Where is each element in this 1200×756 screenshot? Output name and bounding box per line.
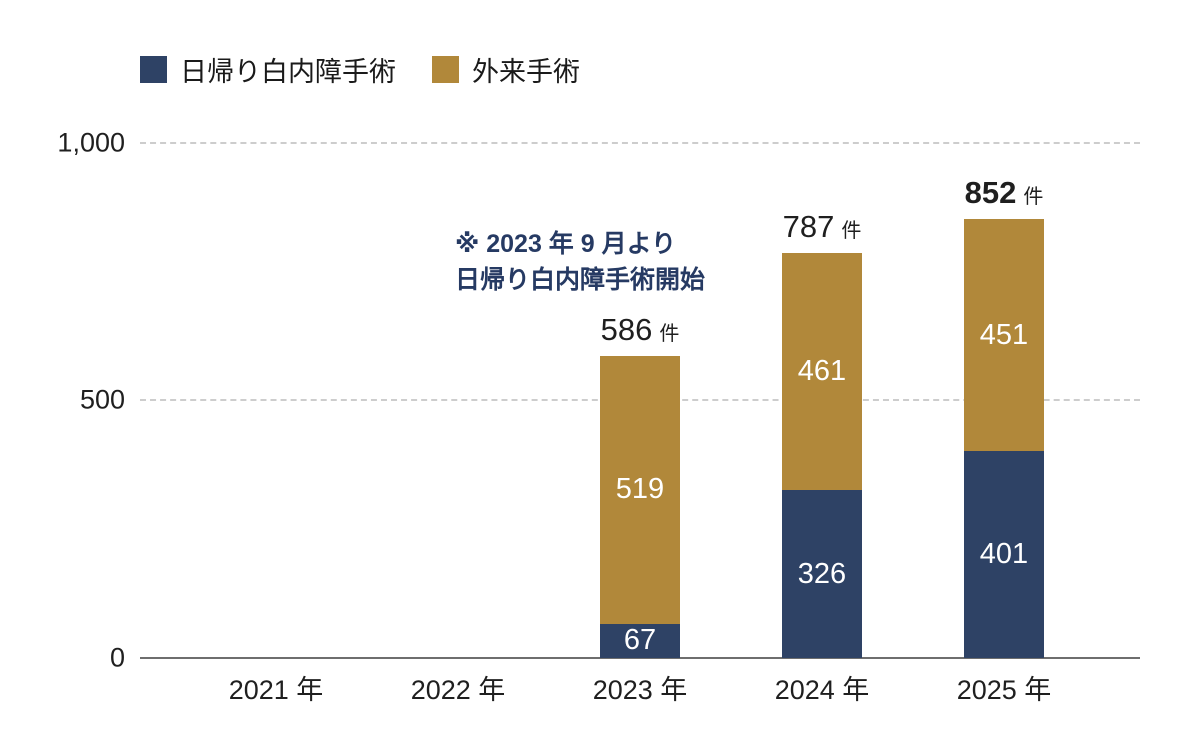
annotation-day-surgery-start: ※ 2023 年 9 月より 日帰り白内障手術開始 <box>455 226 705 298</box>
legend-swatch-gold <box>432 56 459 83</box>
bar-segment-navy: 67 <box>600 623 680 658</box>
total-value: 586 <box>600 312 653 348</box>
bar-value-label: 67 <box>623 624 657 657</box>
x-tick-2021: 2021 年 <box>228 675 324 705</box>
legend: 日帰り白内障手術 外来手術 <box>140 50 580 89</box>
bar-total-label: 586 件 <box>540 312 740 348</box>
x-tick-2022: 2022 年 <box>410 675 506 705</box>
bar-segment-navy: 401 <box>964 451 1044 658</box>
bar-segment-gold: 519 <box>600 356 680 624</box>
legend-label-outpatient-surgery: 外来手術 <box>472 57 580 87</box>
legend-item-outpatient-surgery: 外来手術 <box>432 50 580 89</box>
bar-value-label: 451 <box>979 318 1029 351</box>
bar-segment-navy: 326 <box>782 490 862 658</box>
bar-total-label: 852 件 <box>904 175 1104 211</box>
bar-value-label: 326 <box>797 557 847 590</box>
bar-value-label: 519 <box>615 473 665 506</box>
x-tick-2024: 2024 年 <box>774 675 870 705</box>
legend-item-day-surgery: 日帰り白内障手術 <box>140 50 396 89</box>
total-unit: 件 <box>841 219 862 242</box>
total-value: 787 <box>782 208 835 244</box>
total-unit: 件 <box>1023 186 1044 209</box>
bar-2024年: 461 326 <box>782 252 862 658</box>
bar-total-label: 787 件 <box>722 209 922 245</box>
gridline-1000 <box>140 142 1140 144</box>
bar-2025年: 451 401 <box>964 219 1044 658</box>
bar-value-label: 461 <box>797 354 847 387</box>
annotation-line1: ※ 2023 年 9 月より <box>455 230 677 258</box>
legend-swatch-navy <box>140 56 167 83</box>
y-tick-1000: 1,000 <box>57 127 125 158</box>
x-tick-2025: 2025 年 <box>956 675 1052 705</box>
legend-label-day-surgery: 日帰り白内障手術 <box>180 57 396 87</box>
total-unit: 件 <box>659 323 680 346</box>
y-tick-0: 0 <box>109 642 125 673</box>
bar-segment-gold: 451 <box>964 219 1044 452</box>
annotation-line2: 日帰り白内障手術開始 <box>455 266 706 294</box>
x-tick-2023: 2023 年 <box>592 675 688 705</box>
bar-2023年: 519 67 <box>600 356 680 658</box>
bar-segment-gold: 461 <box>782 252 862 491</box>
y-tick-500: 500 <box>79 384 125 415</box>
x-axis-line <box>140 657 1140 659</box>
total-value: 852 <box>964 175 1017 211</box>
bar-value-label: 401 <box>979 538 1029 571</box>
